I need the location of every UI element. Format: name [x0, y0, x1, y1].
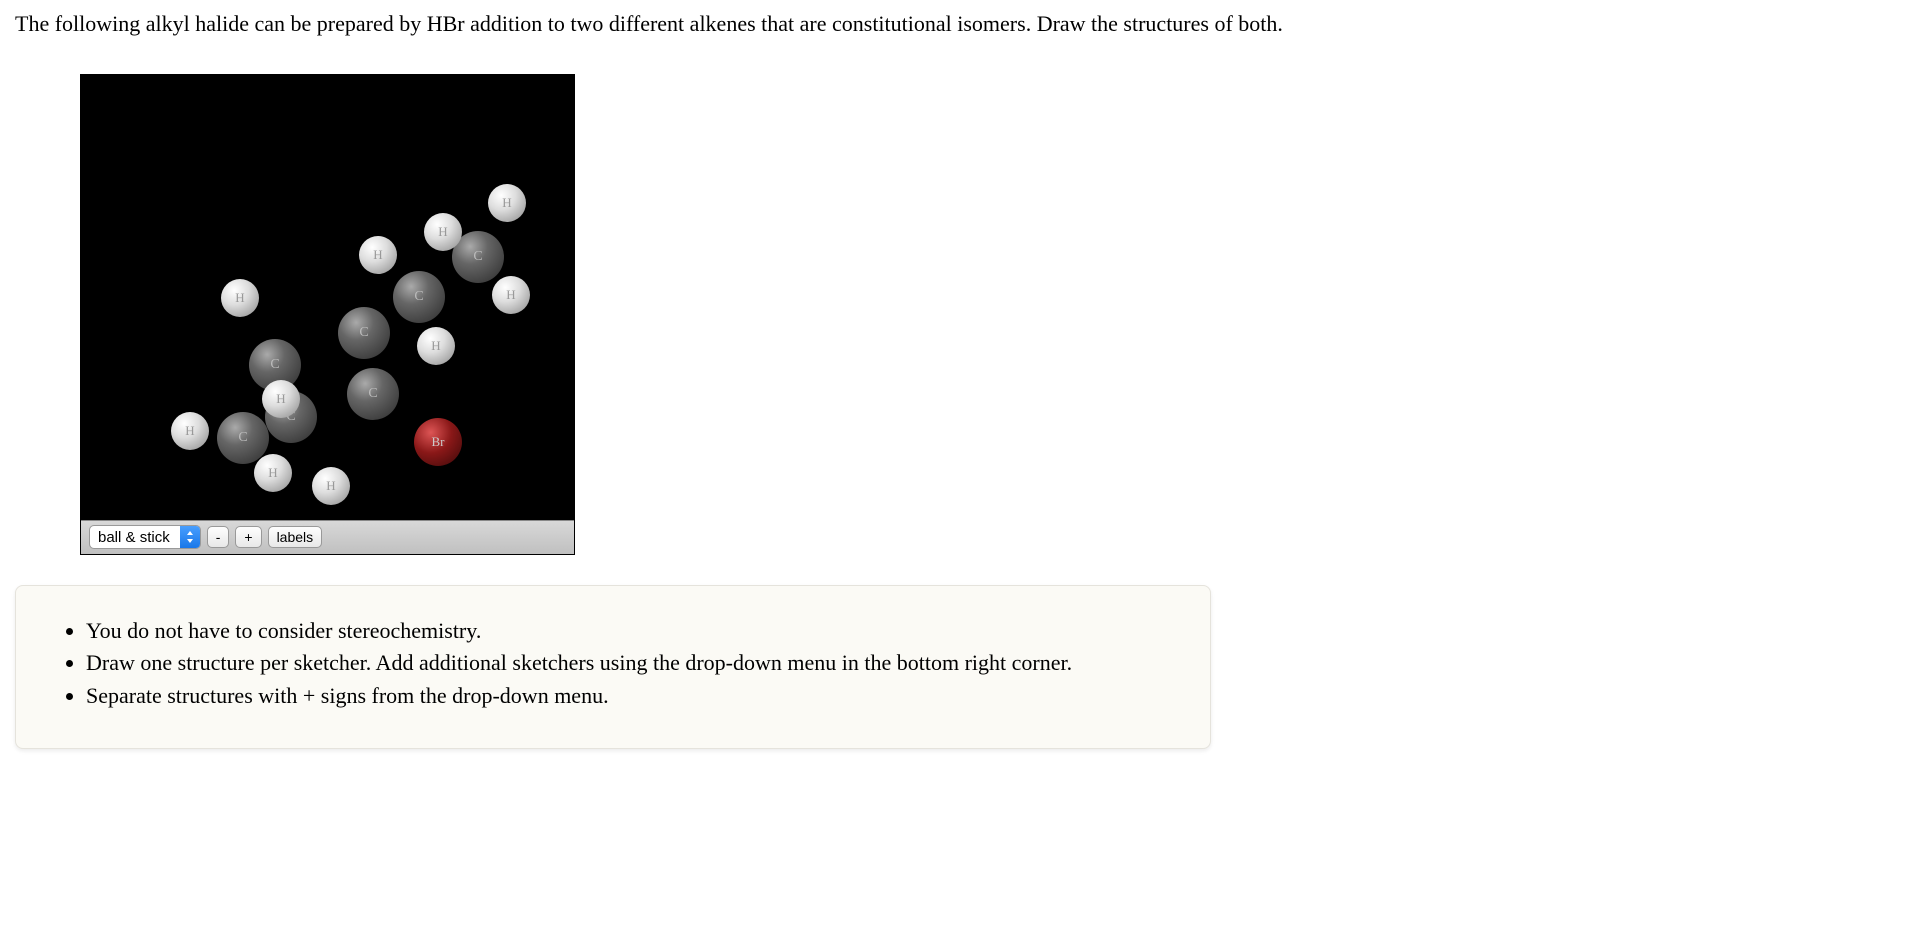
viewer-toolbar: ball & stick - + labels: [81, 520, 574, 554]
atom-c: C: [217, 412, 269, 464]
atom-h: H: [424, 213, 462, 251]
instruction-item: Separate structures with + signs from th…: [86, 681, 1182, 712]
model-style-select[interactable]: ball & stick: [89, 525, 201, 549]
molecule-viewer: CCCCCCCBrHHHHHHHHHH ball & stick - + lab…: [80, 74, 575, 555]
atom-h: H: [171, 412, 209, 450]
atom-h: H: [488, 184, 526, 222]
atom-c: C: [393, 271, 445, 323]
atom-h: H: [312, 467, 350, 505]
atom-h: H: [221, 279, 259, 317]
zoom-in-button[interactable]: +: [235, 526, 261, 548]
atom-h: H: [262, 380, 300, 418]
atom-br: Br: [414, 418, 462, 466]
chevron-updown-icon: [180, 525, 200, 549]
atom-h: H: [359, 236, 397, 274]
atom-h: H: [417, 327, 455, 365]
molecule-canvas[interactable]: CCCCCCCBrHHHHHHHHHH: [81, 75, 574, 520]
labels-button[interactable]: labels: [268, 526, 323, 548]
atom-h: H: [492, 276, 530, 314]
instructions-list: You do not have to consider stereochemis…: [44, 616, 1182, 712]
atom-c: C: [347, 368, 399, 420]
instruction-item: You do not have to consider stereochemis…: [86, 616, 1182, 647]
instructions-box: You do not have to consider stereochemis…: [15, 585, 1211, 749]
atom-c: C: [338, 307, 390, 359]
zoom-out-button[interactable]: -: [207, 526, 230, 548]
atom-h: H: [254, 454, 292, 492]
question-text: The following alkyl halide can be prepar…: [15, 10, 1907, 39]
instruction-item: Draw one structure per sketcher. Add add…: [86, 648, 1182, 679]
model-select-value: ball & stick: [90, 529, 180, 546]
